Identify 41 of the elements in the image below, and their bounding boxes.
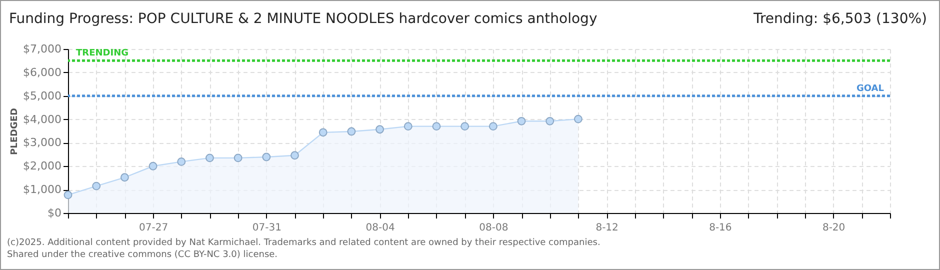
x-tick-label: 08-08 (479, 222, 508, 234)
x-tick-label: 8-16 (709, 222, 732, 234)
point (432, 122, 441, 131)
y-tick-label: $7,000 (23, 42, 62, 56)
x-tick-label: 08-04 (366, 222, 395, 234)
y-axis-title: PLEDGED (10, 108, 20, 155)
x-tick-label: 8-12 (596, 222, 618, 234)
x-tick-label: 07-27 (139, 222, 168, 234)
y-tick-label: $1,000 (23, 183, 62, 196)
x-tick-label: 8-20 (822, 222, 846, 234)
point (546, 116, 554, 126)
x-tick-label: 07-31 (252, 222, 282, 234)
y-tick-label: $0 (48, 206, 62, 220)
point (120, 173, 129, 182)
y-tick-label: $2,000 (23, 160, 62, 173)
text: Shared under the creative commons (CC BY-NC 3.0) license. (7, 249, 279, 261)
point (234, 154, 242, 162)
y-tick-label: $3,000 (23, 136, 62, 150)
point (460, 122, 470, 131)
point (318, 128, 328, 137)
point (376, 125, 384, 134)
point (488, 122, 498, 131)
point (517, 116, 526, 126)
text: Trending: $6,503 (130%) (753, 11, 927, 27)
point (148, 162, 158, 170)
point (290, 151, 299, 160)
point (92, 182, 101, 190)
ref-line-label: TRENDING (76, 48, 128, 59)
point (404, 122, 412, 131)
y-tick-label: $4,000 (23, 112, 62, 126)
point (177, 157, 186, 166)
ref-line-label: GOAL (856, 84, 884, 94)
point (262, 152, 271, 162)
point (64, 190, 72, 200)
y-tick-label: $5,000 (23, 89, 62, 102)
point (574, 114, 582, 124)
y-tick-label: $6,000 (23, 66, 62, 79)
text: (c)2025. Additional content provided by Nat Karmichael. Trademarks and related content are owned by their respective companies. (7, 237, 600, 249)
chart-title: Funding Progress: POP CULTURE & 2 MINUTE NOODLES hardcover comics anthology (9, 11, 598, 27)
point (347, 127, 356, 136)
point (206, 154, 214, 162)
